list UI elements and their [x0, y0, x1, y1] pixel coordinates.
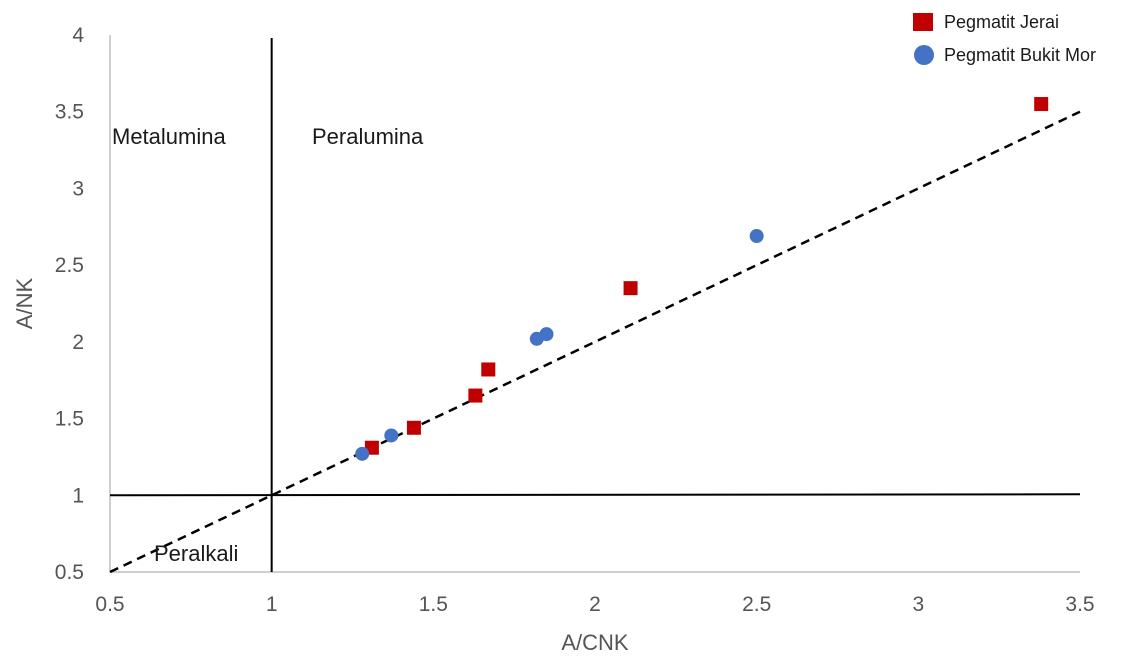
y-tick-label: 0.5 — [55, 561, 84, 584]
data-point-pegmatit-jerai — [406, 420, 421, 435]
y-tick-label: 2.5 — [55, 254, 84, 277]
y-tick-label: 4 — [72, 24, 84, 47]
x-tick-label: 1 — [266, 593, 278, 616]
y-axis-title: A/NK — [12, 278, 37, 330]
data-point-pegmatit-jerai — [468, 388, 483, 403]
legend-item-label: Pegmatit Jerai — [944, 12, 1059, 32]
y-tick-label: 3.5 — [55, 101, 84, 124]
metalumina-label: Metalumina — [112, 124, 226, 149]
data-point-pegmatit-jerai — [1034, 97, 1049, 112]
x-tick-label: 2 — [589, 593, 601, 616]
horizontal-boundary-line — [109, 493, 1081, 497]
legend-marker-square — [913, 13, 933, 31]
x-tick-label: 3 — [912, 593, 924, 616]
peralumina-label: Peralumina — [312, 124, 424, 149]
x-axis-title: A/CNK — [561, 630, 629, 655]
data-point-pegmatit-bukit-mor — [749, 228, 764, 243]
y-tick-label: 1 — [72, 484, 84, 507]
data-points-layer — [355, 97, 1049, 461]
legend-marker-circle — [914, 45, 934, 65]
y-tick-label: 3 — [72, 177, 84, 200]
peralkali-label: Peralkali — [154, 541, 238, 566]
data-point-pegmatit-jerai — [481, 362, 496, 377]
data-point-pegmatit-bukit-mor — [355, 446, 370, 461]
data-point-pegmatit-bukit-mor — [539, 327, 554, 342]
x-tick-label: 3.5 — [1065, 593, 1094, 616]
reference-lines-layer — [109, 38, 1081, 574]
region-labels-layer: Metalumina Peralumina Peralkali — [112, 124, 424, 566]
legend: Pegmatit Jerai Pegmatit Bukit Mor — [913, 12, 1096, 65]
data-point-pegmatit-bukit-mor — [384, 428, 399, 443]
legend-item-label: Pegmatit Bukit Mor — [944, 45, 1096, 65]
data-point-pegmatit-jerai — [623, 281, 638, 296]
axes-layer: 0.5 1 1.5 2 2.5 3 3.5 0.5 1 1.5 2 2.5 3 3.5 4 A/CNK A/NK — [12, 24, 1095, 655]
y-tick-label: 1.5 — [55, 408, 84, 431]
y-tick-label: 2 — [72, 331, 84, 354]
x-tick-label: 0.5 — [95, 593, 124, 616]
x-tick-label: 1.5 — [419, 593, 448, 616]
x-tick-label: 2.5 — [742, 593, 771, 616]
